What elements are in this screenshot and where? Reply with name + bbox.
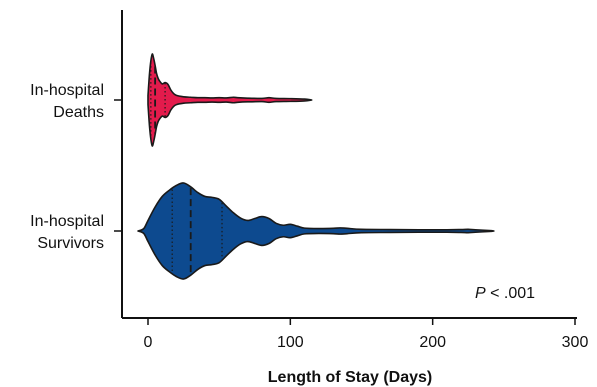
violin-shape — [137, 182, 495, 280]
x-tick-label: 200 — [419, 334, 446, 351]
violin-shape — [147, 53, 313, 147]
y-category-label: Deaths — [53, 104, 104, 121]
p-value-annotation: P < .001 — [475, 285, 535, 302]
y-category-label: In-hospital — [30, 213, 104, 230]
y-ticks-group: In-hospital Deaths In-hospital Survivors — [30, 82, 122, 252]
x-axis-title: Length of Stay (Days) — [268, 369, 432, 386]
x-tick-label: 0 — [144, 334, 153, 351]
y-category-label: In-hospital — [30, 82, 104, 99]
p-value-rest: < .001 — [486, 285, 535, 302]
x-tick-label: 300 — [562, 334, 589, 351]
x-tick-label: 100 — [277, 334, 304, 351]
quartile-lines-group — [150, 62, 223, 274]
p-value-italic: P — [475, 285, 486, 302]
x-ticks-group: 0 100 200 300 — [144, 318, 589, 351]
violins-group — [137, 53, 495, 280]
y-category-label: Survivors — [37, 235, 104, 252]
